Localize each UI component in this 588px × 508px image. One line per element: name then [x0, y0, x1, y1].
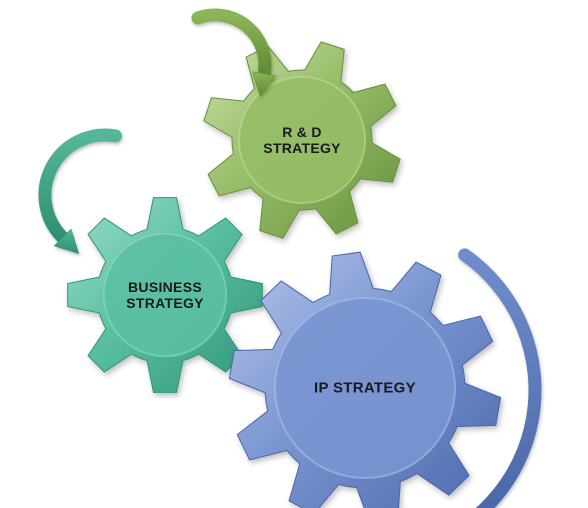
arrow-left — [45, 135, 115, 254]
arrow-right — [388, 255, 535, 508]
arrow-top — [198, 15, 276, 96]
arrows-layer — [0, 0, 588, 508]
diagram-stage: R & D STRATEGYBUSINESS STRATEGYIP STRATE… — [0, 0, 588, 508]
